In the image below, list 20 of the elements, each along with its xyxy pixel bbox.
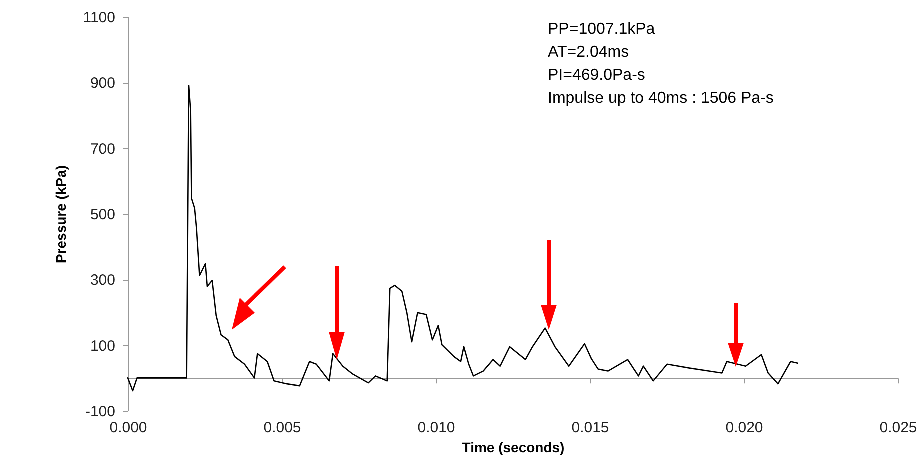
y-axis-title: Pressure (kPa) [53,165,70,264]
x-tick-label: 0.025 [880,420,918,436]
annotation: PP=1007.1kPa [548,21,656,38]
line-series [127,84,799,392]
x-tick-label: 0.010 [418,420,456,436]
annotation: Impulse up to 40ms : 1506 Pa-s [548,90,774,107]
y-tick-label: 700 [90,140,116,158]
x-tick-label: 0.000 [110,420,148,436]
y-tick-label: 300 [90,272,116,290]
y-tick-label: 500 [90,206,116,224]
annotation: AT=2.04ms [548,44,630,61]
y-tick-label: 1100 [83,10,116,26]
y-tick-label: -100 [85,404,116,420]
x-tick-label: 0.005 [264,420,302,436]
x-tick-label: 0.015 [572,420,610,436]
y-tick-label: 900 [90,75,116,92]
y-tick-label: 100 [90,338,116,355]
annotation: PI=469.0Pa-s [548,67,646,84]
x-tick-label: 0.020 [726,420,764,436]
x-axis-title: Time (seconds) [462,440,565,456]
